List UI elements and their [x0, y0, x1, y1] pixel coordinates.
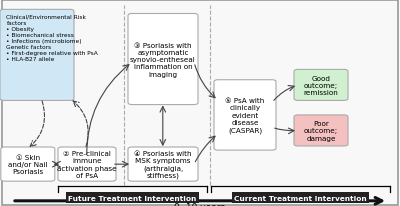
FancyBboxPatch shape	[128, 147, 198, 181]
FancyBboxPatch shape	[128, 14, 198, 105]
FancyBboxPatch shape	[1, 147, 55, 181]
Text: ② Pre-clinical
immune
activation phase
of PsA: ② Pre-clinical immune activation phase o…	[57, 150, 117, 178]
Text: ③ Psoriasis with
asymptomatic
synovio-entheseal
inflammation on
imaging: ③ Psoriasis with asymptomatic synovio-en…	[130, 42, 196, 77]
FancyBboxPatch shape	[294, 115, 348, 146]
Text: Future Treatment Intervention: Future Treatment Intervention	[68, 195, 197, 201]
FancyBboxPatch shape	[0, 10, 74, 101]
FancyBboxPatch shape	[214, 80, 276, 150]
FancyBboxPatch shape	[294, 70, 348, 101]
Text: Poor
outcome;
damage: Poor outcome; damage	[304, 121, 338, 141]
Text: ④ Psoriasis with
MSK symptoms
(arthralgia,
stiffness): ④ Psoriasis with MSK symptoms (arthralgi…	[134, 150, 192, 179]
Text: 0 -10 years: 0 -10 years	[174, 202, 226, 206]
FancyBboxPatch shape	[58, 147, 116, 181]
Text: ⑤ PsA with
clinically
evident
disease
(CASPAR): ⑤ PsA with clinically evident disease (C…	[225, 98, 265, 133]
Text: Good
outcome;
remission: Good outcome; remission	[304, 75, 338, 96]
Text: Current Treatment Intervention: Current Treatment Intervention	[234, 195, 367, 201]
Text: ① Skin
and/or Nail
Psoriasis: ① Skin and/or Nail Psoriasis	[8, 154, 48, 174]
Text: Clinical/Environmental Risk
factors
• Obesity
• Biomechanical stress
• Infection: Clinical/Environmental Risk factors • Ob…	[6, 15, 98, 62]
